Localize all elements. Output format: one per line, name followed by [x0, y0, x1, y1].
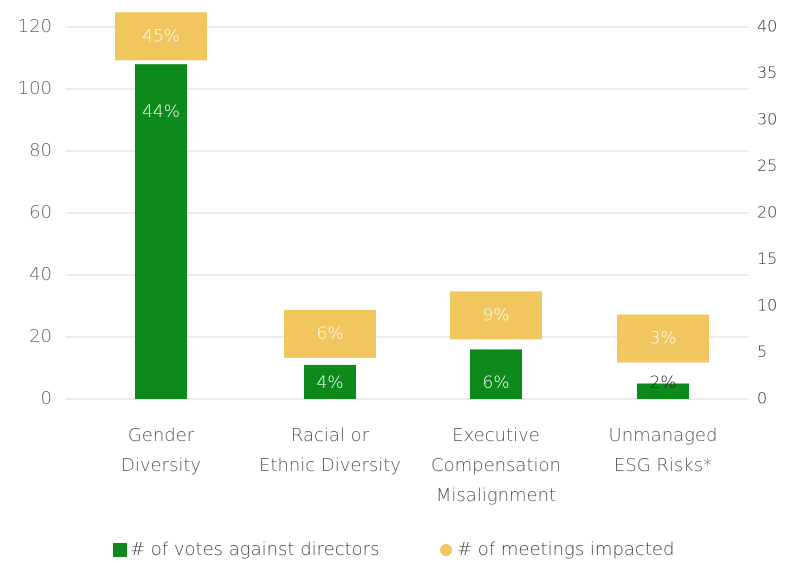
bar — [637, 383, 689, 399]
y2-tick-label: 35 — [757, 63, 777, 82]
x-tick-line: Gender — [128, 425, 195, 446]
legend-swatch — [113, 543, 127, 557]
y2-tick-label: 20 — [757, 203, 777, 222]
x-tick-line: ESG Risks* — [614, 455, 712, 476]
box-label: 45% — [142, 26, 180, 46]
y2-tick-label: 5 — [757, 342, 767, 361]
y2-tick-label: 15 — [757, 249, 777, 268]
y2-tick-label: 40 — [757, 17, 777, 36]
legend-label: # of meetings impacted — [457, 539, 674, 560]
x-tick-line: Ethnic Diversity — [259, 455, 401, 476]
box-label: 3% — [650, 329, 677, 349]
y2-tick-label: 30 — [757, 110, 777, 129]
x-tick-label: Racial or Ethnic Diversity — [259, 425, 401, 476]
y2-tick-label: 10 — [757, 296, 777, 315]
y-tick-label: 100 — [18, 78, 52, 99]
bar — [304, 364, 356, 399]
x-tick-line: Compensation — [431, 455, 561, 476]
x-tick-line: Executive — [452, 425, 540, 446]
bar-label: 6% — [483, 373, 510, 393]
x-tick-line: Racial or — [291, 425, 370, 446]
label-box — [284, 309, 376, 358]
label-box — [450, 291, 542, 340]
label-box — [617, 314, 709, 363]
bar-label: 2% — [650, 373, 677, 393]
label-box — [115, 12, 207, 61]
bar-label: 44% — [142, 102, 180, 122]
y-tick-label: 0 — [41, 388, 52, 409]
y2-tick-label: 0 — [757, 389, 767, 408]
legend-swatch — [440, 544, 452, 556]
x-tick-line: Unmanaged — [609, 425, 718, 446]
bar-label: 4% — [317, 373, 344, 393]
x-tick-line: Diversity — [121, 455, 201, 476]
bar — [135, 64, 187, 399]
x-tick-label: Gender Diversity — [121, 425, 201, 476]
y-tick-label: 20 — [29, 326, 52, 347]
box-label: 6% — [317, 324, 344, 344]
x-tick-line: Misalignment — [436, 485, 556, 506]
y-tick-label: 60 — [29, 202, 52, 223]
y2-tick-label: 25 — [757, 156, 777, 175]
box-label: 9% — [483, 305, 510, 325]
bar — [470, 349, 522, 399]
y-tick-label: 80 — [29, 140, 52, 161]
y-tick-label: 120 — [18, 16, 52, 37]
x-tick-label: Unmanaged ESG Risks* — [609, 425, 718, 476]
y-tick-label: 40 — [29, 264, 52, 285]
legend-label: # of votes against directors — [130, 539, 379, 560]
x-tick-label: Executive Compensation Misalignment — [431, 425, 561, 506]
